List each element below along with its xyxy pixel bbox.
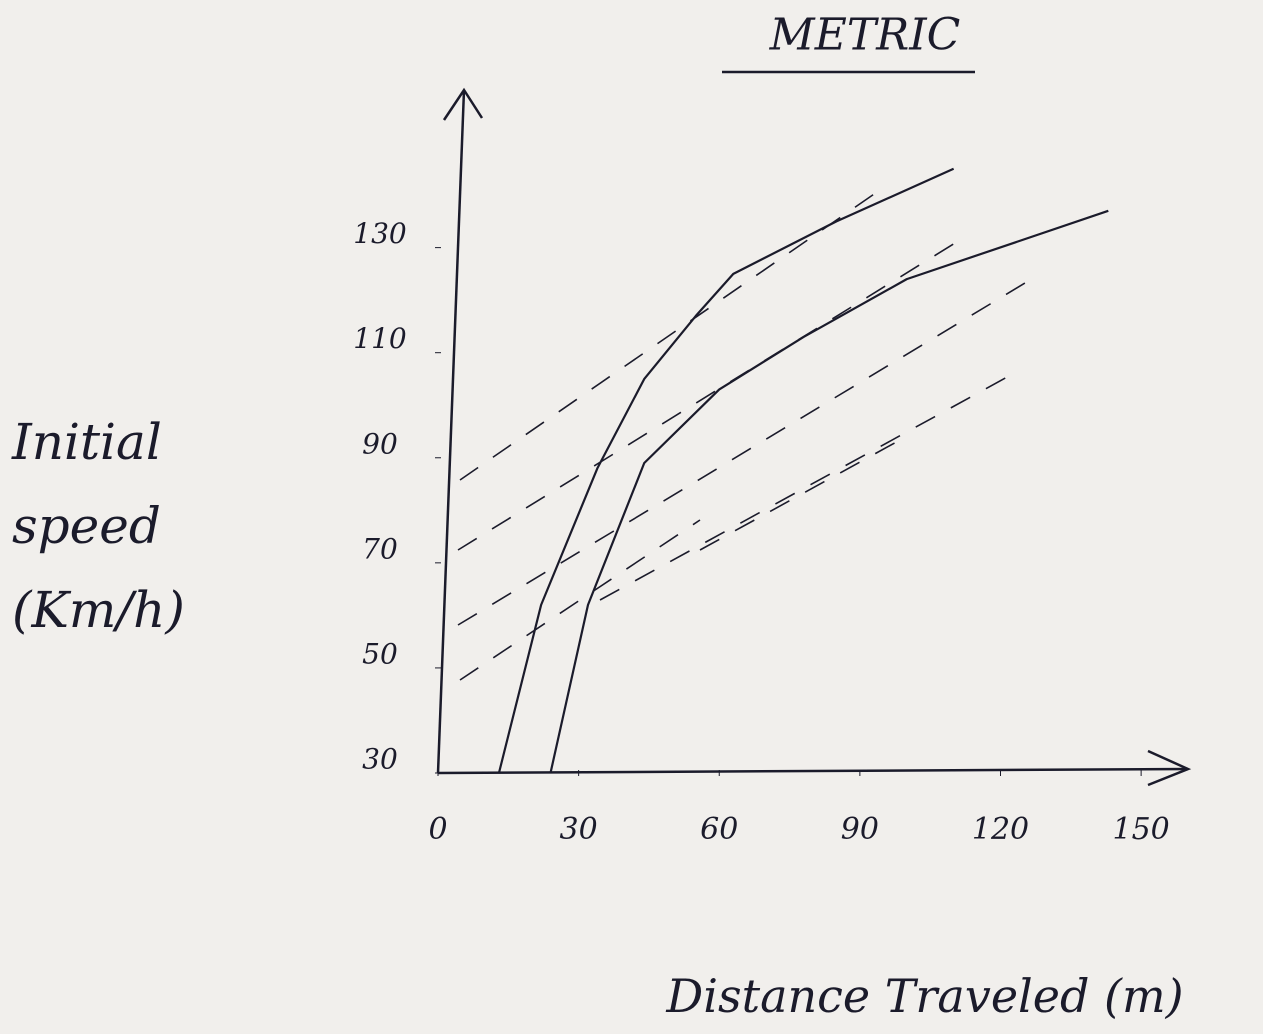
chart-title: METRIC — [769, 10, 961, 61]
y-axis — [438, 90, 464, 773]
x-tick-label: 150 — [1112, 812, 1169, 847]
x-tick-label: 60 — [700, 812, 738, 847]
x-tick-label: 30 — [560, 812, 598, 847]
x-axis-label: Distance Traveled (m) — [665, 969, 1183, 1023]
y-axis-label: Initial speed (Km/h) — [12, 400, 252, 652]
y-tick-label: 50 — [362, 637, 398, 670]
speed-curve — [499, 169, 954, 773]
page: {"chart_data": {"type": "line", "title":… — [0, 0, 1263, 1034]
y-tick-label: 30 — [362, 743, 398, 776]
y-tick-label: 90 — [362, 427, 398, 460]
speed-curve — [551, 211, 1109, 773]
x-tick-label: 0 — [428, 812, 447, 847]
hand-dashes — [458, 190, 1030, 680]
x-tick-label: 90 — [841, 812, 879, 847]
y-tick-label: 110 — [353, 322, 406, 355]
y-tick-label: 70 — [362, 532, 398, 565]
y-tick-label: 130 — [353, 217, 406, 250]
x-tick-label: 120 — [972, 812, 1029, 847]
